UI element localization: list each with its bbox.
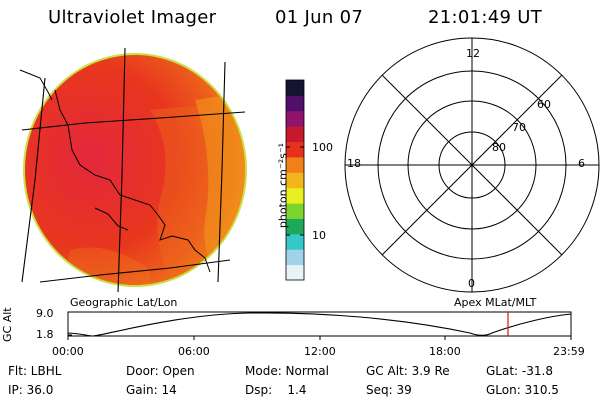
status-glon: GLon: 310.5 bbox=[486, 383, 559, 397]
mlt-label-6: 6 bbox=[578, 157, 585, 170]
instrument-title: Ultraviolet Imager bbox=[48, 7, 217, 28]
status-gain: Gain: 14 bbox=[126, 383, 177, 397]
colorbar-segment bbox=[286, 156, 304, 173]
colorbar-segment bbox=[286, 218, 304, 235]
mlt-label-0: 0 bbox=[468, 277, 475, 290]
earth-disk bbox=[25, 55, 245, 285]
time-tick-1200: 12:00 bbox=[304, 345, 336, 358]
mlat-label-60: 60 bbox=[537, 98, 551, 111]
status-glat: GLat: -31.8 bbox=[486, 364, 553, 378]
status-mode: Mode: Normal bbox=[245, 364, 329, 378]
colorbar-segment bbox=[286, 172, 304, 189]
altitude-ytick-1.8: 1.8 bbox=[36, 328, 54, 341]
colorbar-segment bbox=[286, 110, 304, 127]
status-door: Door: Open bbox=[126, 364, 195, 378]
colorbar-segment bbox=[286, 187, 304, 204]
time-tick-0000: 00:00 bbox=[52, 345, 84, 358]
colorbar-unit-label: photon cm⁻²s⁻¹ bbox=[276, 142, 290, 229]
colorbar-segment bbox=[286, 233, 304, 250]
status-filter: Flt: LBHL bbox=[8, 364, 62, 378]
time-tick-0600: 06:00 bbox=[178, 345, 210, 358]
colorbar-segment bbox=[286, 203, 304, 219]
altitude-curve bbox=[67, 312, 572, 337]
status-seq: Seq: 39 bbox=[366, 383, 412, 397]
colorbar-tick-10: 10 bbox=[312, 229, 326, 242]
time-tick-2359: 23:59 bbox=[553, 345, 585, 358]
altitude-x-ticks bbox=[67, 336, 572, 340]
colorbar-segment bbox=[286, 95, 304, 112]
uv-earth-image bbox=[19, 47, 247, 293]
mlat-label-80: 80 bbox=[492, 141, 506, 154]
colorbar-segment bbox=[286, 249, 304, 266]
mlat-label-70: 70 bbox=[512, 121, 526, 134]
colorbar-tick-100: 100 bbox=[312, 141, 333, 154]
time-tick-1800: 18:00 bbox=[429, 345, 461, 358]
colorbar-segment bbox=[286, 141, 304, 158]
status-gc-alt: GC Alt: 3.9 Re bbox=[366, 364, 450, 378]
date-label: 01 Jun 07 bbox=[275, 7, 364, 28]
colorbar-segment bbox=[286, 264, 304, 281]
altitude-ytick-9: 9.0 bbox=[36, 307, 54, 320]
status-dsp: Dsp: 1.4 bbox=[245, 383, 307, 397]
geo-grid bbox=[21, 47, 246, 293]
colorbar-segment bbox=[286, 80, 304, 96]
geographic-label: Geographic Lat/Lon bbox=[70, 296, 178, 309]
mlt-label-12: 12 bbox=[466, 47, 480, 60]
status-ip: IP: 36.0 bbox=[8, 383, 54, 397]
apex-label: Apex MLat/MLT bbox=[454, 296, 537, 309]
colorbar bbox=[285, 79, 305, 281]
altitude-y-label: GC Alt bbox=[1, 307, 14, 342]
polar-plot bbox=[344, 37, 600, 293]
colorbar-segment bbox=[286, 126, 304, 143]
altitude-plot-frame bbox=[67, 311, 572, 337]
mlt-label-18: 18 bbox=[347, 157, 361, 170]
coastlines bbox=[19, 69, 211, 273]
polar-diagonal-2 bbox=[381, 74, 563, 256]
altitude-plot bbox=[67, 311, 572, 340]
time-label: 21:01:49 UT bbox=[428, 7, 543, 28]
